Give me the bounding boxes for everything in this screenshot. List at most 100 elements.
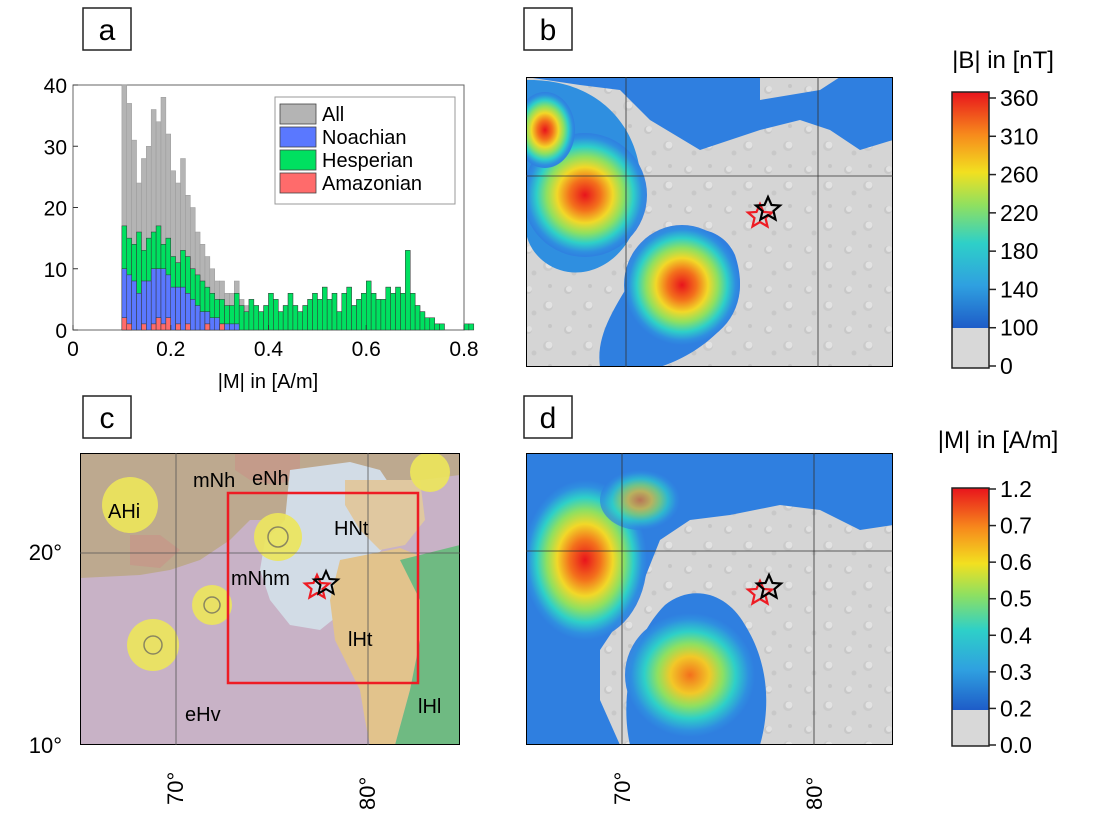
legend-swatch-amazonian: [279, 172, 317, 194]
svg-text:a: a: [99, 14, 116, 47]
bar-noachian: [180, 286, 186, 331]
bar-noachian: [170, 286, 176, 331]
bar-hesperian: [390, 293, 396, 331]
svg-text:b: b: [540, 14, 557, 47]
bar-noachian: [146, 280, 152, 331]
colorbar-tick-label: 0.2: [1000, 695, 1032, 721]
x-tick-label: 0.8: [449, 338, 478, 361]
bar-hesperian: [307, 299, 313, 331]
bar-noachian: [160, 268, 167, 331]
star-marker-red: [745, 578, 775, 606]
y-tick-label: 10: [44, 259, 67, 282]
colorbar-tick-label: 0.4: [1000, 622, 1032, 648]
legend-label-hesperian: Hesperian: [322, 150, 413, 172]
lon-label-80-d: 80°: [802, 777, 827, 810]
bar-amazonian: [141, 323, 147, 331]
histogram-legend: All Noachian Hesperian Amazonian: [274, 96, 456, 205]
bar-hesperian: [278, 311, 284, 331]
bar-hesperian: [253, 305, 259, 331]
histogram-panel-a: 0 0.2 0.4 0.6 0.8 0 10 20 30 40 All Noachian Hesp…: [44, 75, 479, 393]
bar-hesperian: [366, 280, 372, 331]
lon-label-80-c: 80°: [355, 777, 380, 810]
bar-hesperian: [375, 299, 382, 331]
bar-amazonian: [165, 317, 172, 331]
colorbar-b-title: |B| in [nT]: [952, 47, 1054, 74]
colorbar-tick-label: 220: [1000, 200, 1038, 226]
panel-label-a: a: [82, 7, 132, 51]
svg-text:c: c: [100, 402, 115, 435]
bar-amazonian: [126, 323, 132, 331]
x-tick-label: 0.6: [352, 338, 381, 361]
legend-swatch-hesperian: [279, 149, 317, 171]
colorbar-tick-label: 360: [1000, 85, 1038, 111]
lon-label-70-c: 70°: [163, 772, 188, 805]
map-panel-d: 70° 80°: [526, 453, 893, 810]
bar-noachian: [141, 280, 147, 331]
bar-hesperian: [400, 293, 406, 331]
bar-hesperian: [351, 305, 357, 331]
bar-hesperian: [439, 323, 445, 331]
colorbar-d-title: |M| in [A/m]: [938, 427, 1058, 454]
unit-label-AHi: AHi: [108, 501, 140, 523]
bar-amazonian: [121, 317, 128, 331]
bar-hesperian: [282, 305, 289, 331]
bar-noachian: [126, 274, 132, 331]
bar-hesperian: [409, 293, 416, 331]
unit-label-lHt: lHt: [348, 629, 373, 651]
star-marker-black: [753, 194, 783, 222]
y-tick-label: 0: [55, 320, 67, 343]
colorbar-tick-label: 0.3: [1000, 659, 1032, 685]
bar-hesperian: [312, 293, 318, 331]
bar-hesperian: [268, 293, 274, 331]
bar-noachian: [234, 323, 240, 331]
unit-label-mNhm: mNhm: [231, 568, 290, 590]
legend-label-noachian: Noachian: [322, 127, 407, 149]
bar-hesperian: [361, 293, 367, 331]
unit-label-eHv: eHv: [185, 704, 221, 726]
bar-hesperian: [258, 311, 264, 331]
lon-label-70-d: 70°: [610, 772, 635, 805]
bar-noachian: [150, 268, 157, 331]
star-marker-red: [745, 201, 775, 229]
bar-hesperian: [263, 305, 269, 331]
lat-label-10: 10°: [29, 733, 62, 758]
lat-label-20: 20°: [29, 540, 62, 565]
x-tick-label: 0.4: [254, 338, 284, 361]
colorbar-b: |B| in [nT] 360 310 260 220 180 140 100 0: [951, 47, 1054, 379]
bar-hesperian: [302, 305, 308, 331]
bar-hesperian: [468, 323, 475, 331]
bar-noachian: [175, 286, 181, 331]
bar-hesperian: [395, 286, 401, 331]
panel-label-d: d: [523, 395, 573, 439]
bar-hesperian: [463, 323, 470, 331]
bar-noachian: [229, 323, 235, 331]
bar-hesperian: [429, 317, 435, 331]
map-panel-c: mNh eNh AHi HNt mNhm lHt lHl eHv 20° 10°…: [29, 453, 460, 810]
bar-amazonian: [175, 323, 181, 331]
panel-label-c: c: [82, 395, 132, 439]
bar-hesperian: [341, 293, 347, 331]
legend-swatch-all: [279, 103, 317, 125]
bar-hesperian: [336, 311, 343, 331]
bar-noachian: [194, 305, 201, 331]
unit-label-lHl: lHl: [418, 696, 441, 718]
bar-hesperian: [346, 286, 352, 331]
bar-amazonian: [219, 323, 225, 331]
bar-hesperian: [326, 299, 333, 331]
y-tick-label: 30: [44, 136, 67, 159]
colorbar-tick-label: 1.2: [1000, 476, 1032, 502]
y-tick-label: 20: [44, 198, 67, 221]
study-area-box: [226, 491, 420, 685]
bar-hesperian: [385, 286, 391, 331]
bar-hesperian: [248, 299, 255, 331]
bar-hesperian: [317, 299, 323, 331]
star-marker-black: [311, 568, 341, 596]
bar-noachian: [214, 317, 220, 331]
bar-hesperian: [287, 293, 294, 331]
colorbar-tick-label: 0.6: [1000, 549, 1032, 575]
legend-swatch-noachian: [279, 126, 317, 148]
bar-noachian: [199, 311, 206, 331]
bar-hesperian: [297, 311, 303, 331]
bar-hesperian: [292, 305, 299, 331]
colorbar-tick-label: 180: [1000, 238, 1038, 264]
